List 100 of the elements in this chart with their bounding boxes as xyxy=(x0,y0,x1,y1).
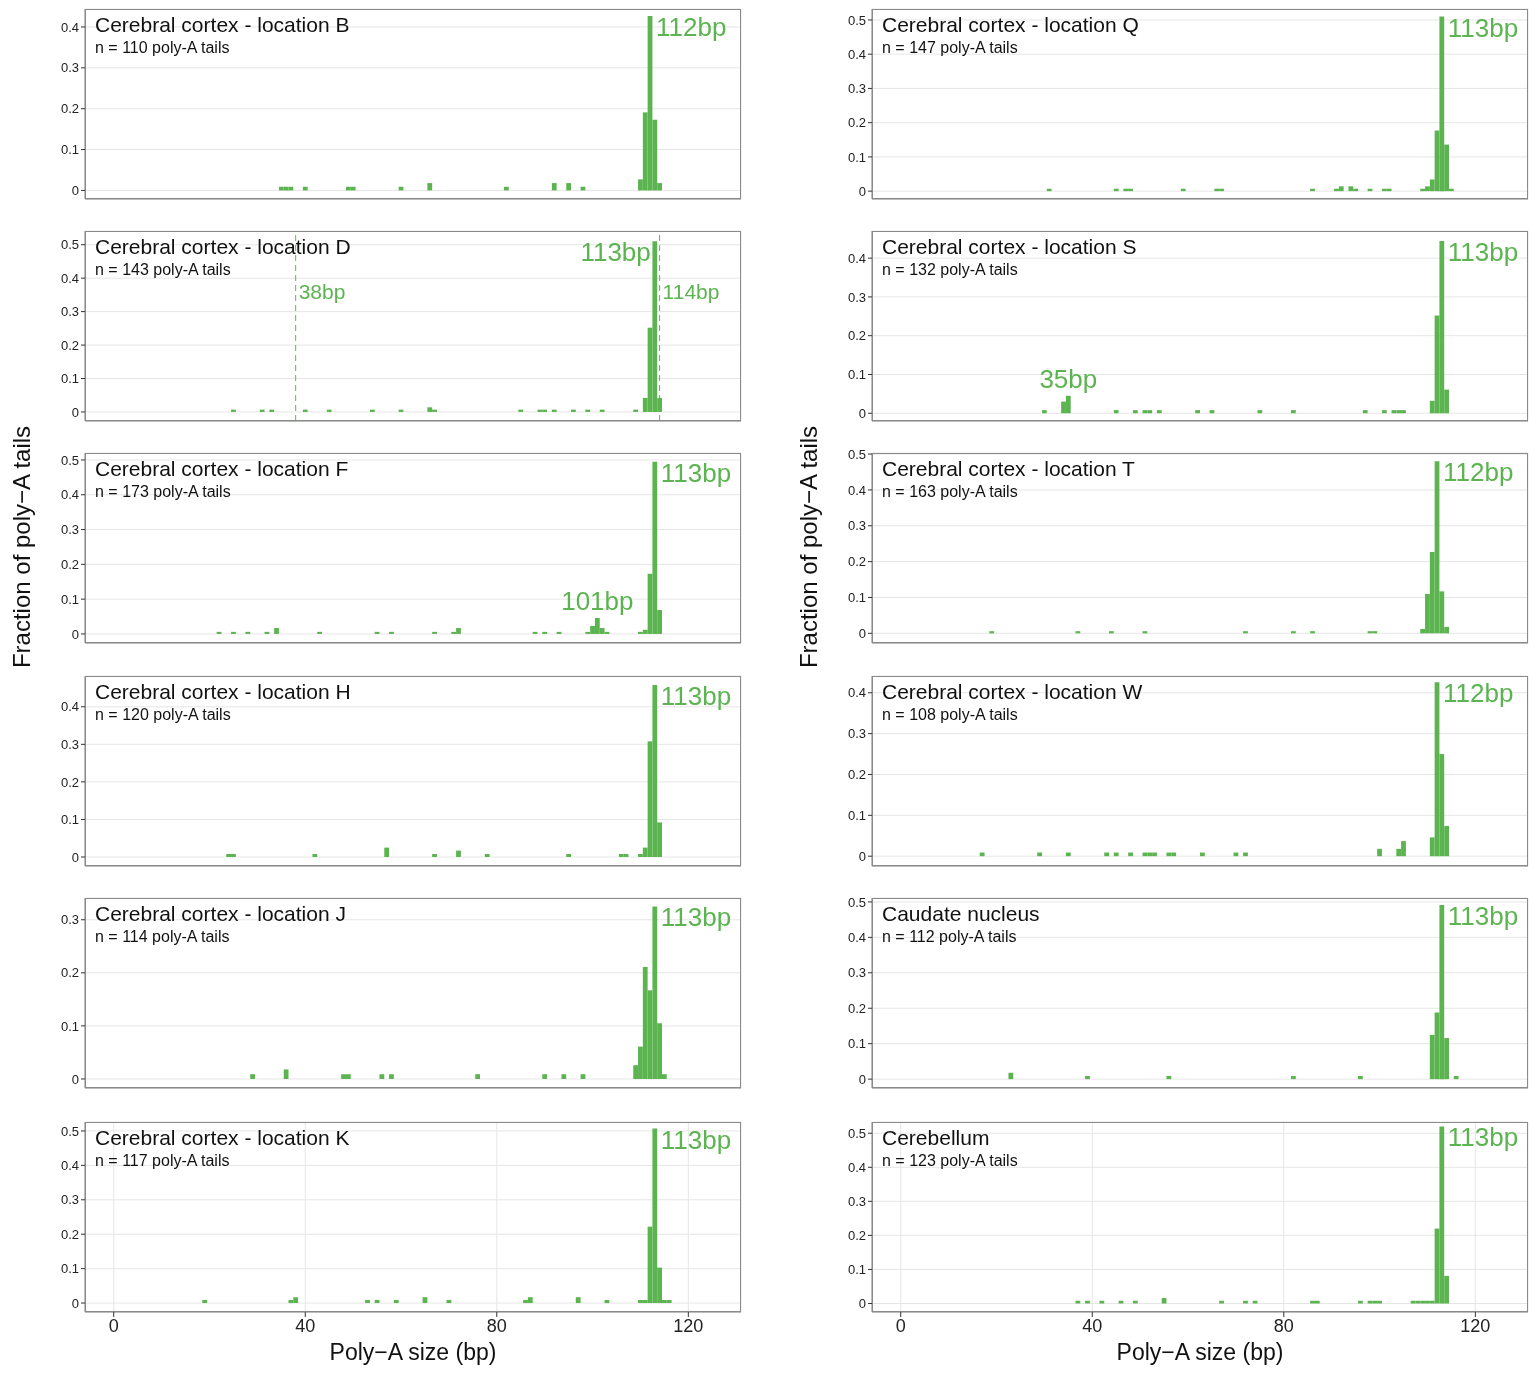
x-tick-label: 40 xyxy=(1082,1315,1103,1336)
text: n = 147 poly-A tails xyxy=(882,38,1019,58)
y-tick-label: 0 xyxy=(71,1295,79,1311)
chart-title: Cerebral cortex - location T xyxy=(882,456,1135,482)
y-tick-label: 0.1 xyxy=(60,591,79,607)
y-tick-label: 0.5 xyxy=(847,446,866,462)
y-tick-label: 0.3 xyxy=(847,81,866,97)
y-tick-label: 0.1 xyxy=(847,590,866,606)
y-tick-label: 0 xyxy=(71,626,79,642)
annotation: 113bp xyxy=(660,457,732,488)
y-tick-label: 0.4 xyxy=(847,929,866,945)
text: n = 110 poly-A tails xyxy=(95,38,231,58)
y-axis-title: Fraction of poly−A tails xyxy=(7,424,36,671)
y-tick-label: 0.4 xyxy=(847,482,866,498)
y-tick-label: 0.1 xyxy=(847,367,866,383)
y-tick-label: 0.2 xyxy=(847,1000,866,1016)
annotation: 113bp xyxy=(660,1124,732,1155)
y-tick-label: 0.2 xyxy=(60,1226,79,1242)
annotation: 112bp xyxy=(656,11,727,42)
y-tick-label: 0.2 xyxy=(60,337,79,353)
y-tick-label: 0.1 xyxy=(847,149,866,165)
chart-title: Cerebral cortex - location Q xyxy=(882,12,1139,38)
annotation: 113bp xyxy=(580,237,651,268)
x-tick-label: 80 xyxy=(486,1315,507,1336)
y-tick-label: 0.1 xyxy=(60,1261,79,1277)
y-axis-title: Fraction of poly−A tails xyxy=(794,424,823,671)
y-tick-label: 0 xyxy=(858,1296,866,1312)
annotation: 113bp xyxy=(1447,237,1519,268)
text: n = 132 poly-A tails xyxy=(882,260,1019,280)
x-tick-label: 120 xyxy=(1460,1315,1491,1336)
y-tick-label: 0.3 xyxy=(60,522,79,538)
y-tick-label: 0.1 xyxy=(847,1262,866,1278)
annotation: 112bp xyxy=(1443,457,1514,488)
chart-title: Cerebellum xyxy=(882,1125,991,1151)
annotation: 113bp xyxy=(660,681,732,712)
y-tick-label: 0.3 xyxy=(60,912,79,928)
y-tick-label: 0.3 xyxy=(60,1192,79,1208)
y-tick-label: 0.4 xyxy=(60,1157,79,1173)
y-tick-label: 0.1 xyxy=(847,1036,866,1052)
x-tick-label: 0 xyxy=(895,1315,906,1336)
text: n = 173 poly-A tails xyxy=(95,482,232,502)
chart-title: Cerebral cortex - location H xyxy=(95,679,351,705)
annotation: 113bp xyxy=(1447,901,1519,932)
annotation: 113bp xyxy=(1447,12,1519,43)
y-tick-label: 0.2 xyxy=(60,101,79,117)
x-axis-title: Poly−A size (bp) xyxy=(1116,1339,1284,1365)
y-tick-label: 0.1 xyxy=(60,371,79,387)
y-tick-label: 0.2 xyxy=(847,115,866,131)
y-tick-label: 0.4 xyxy=(847,250,866,266)
y-tick-label: 0.2 xyxy=(847,328,866,344)
y-tick-label: 0.4 xyxy=(60,487,79,503)
y-tick-label: 0.2 xyxy=(847,1228,866,1243)
y-tick-label: 0.3 xyxy=(847,1193,866,1209)
x-tick-label: 120 xyxy=(673,1315,704,1336)
y-tick-label: 0.5 xyxy=(60,452,79,468)
y-tick-label: 0.1 xyxy=(60,142,79,158)
y-tick-label: 0.5 xyxy=(60,1123,79,1139)
ref-line-label: 38bp xyxy=(298,280,346,303)
y-tick-label: 0.2 xyxy=(847,554,866,570)
y-tick-label: 0.5 xyxy=(60,237,79,253)
annotation: 112bp xyxy=(1443,678,1514,709)
text: n = 120 poly-A tails xyxy=(95,705,232,725)
chart-title: Caudate nucleus xyxy=(882,901,1040,927)
chart-title: Cerebral cortex - location B xyxy=(95,12,350,38)
annotation: 101bp xyxy=(561,585,634,616)
y-tick-label: 0.3 xyxy=(847,965,866,981)
y-tick-label: 0.5 xyxy=(847,12,866,28)
annotation: 113bp xyxy=(1447,1122,1519,1153)
y-tick-label: 0.2 xyxy=(60,556,79,572)
text: n = 143 poly-A tails xyxy=(95,260,232,280)
text: n = 163 poly-A tails xyxy=(882,482,1019,502)
y-tick-label: 0 xyxy=(858,625,866,641)
y-tick-label: 0.3 xyxy=(60,736,79,752)
x-tick-label: 40 xyxy=(295,1315,316,1336)
y-tick-label: 0 xyxy=(858,183,866,199)
y-tick-label: 0 xyxy=(71,183,79,199)
y-tick-label: 0.3 xyxy=(847,289,866,305)
y-tick-label: 0.2 xyxy=(60,965,79,981)
text: n = 123 poly-A tails xyxy=(882,1151,1018,1171)
y-tick-label: 0.4 xyxy=(847,46,866,62)
text: n = 112 poly-A tails xyxy=(882,927,1018,947)
y-tick-label: 0.5 xyxy=(847,1125,866,1141)
chart-title: Cerebral cortex - location W xyxy=(882,679,1143,705)
y-tick-label: 0.3 xyxy=(60,304,79,320)
chart-title: Cerebral cortex - location K xyxy=(95,1125,350,1151)
y-tick-label: 0.1 xyxy=(847,807,866,823)
y-tick-label: 0.3 xyxy=(847,518,866,534)
y-tick-label: 0.2 xyxy=(60,774,79,790)
x-tick-label: 0 xyxy=(108,1315,119,1336)
text: n = 114 poly-A tails xyxy=(95,927,231,947)
text: n = 108 poly-A tails xyxy=(882,705,1019,725)
y-tick-label: 0 xyxy=(71,1071,79,1087)
y-tick-label: 0.2 xyxy=(847,767,866,783)
y-tick-label: 0 xyxy=(858,405,866,421)
chart-title: Cerebral cortex - location S xyxy=(882,234,1137,260)
y-tick-label: 0 xyxy=(858,848,866,864)
y-tick-label: 0.5 xyxy=(847,894,866,910)
y-tick-label: 0.3 xyxy=(847,726,866,742)
y-tick-label: 0.3 xyxy=(60,60,79,76)
x-tick-label: 80 xyxy=(1273,1315,1294,1336)
